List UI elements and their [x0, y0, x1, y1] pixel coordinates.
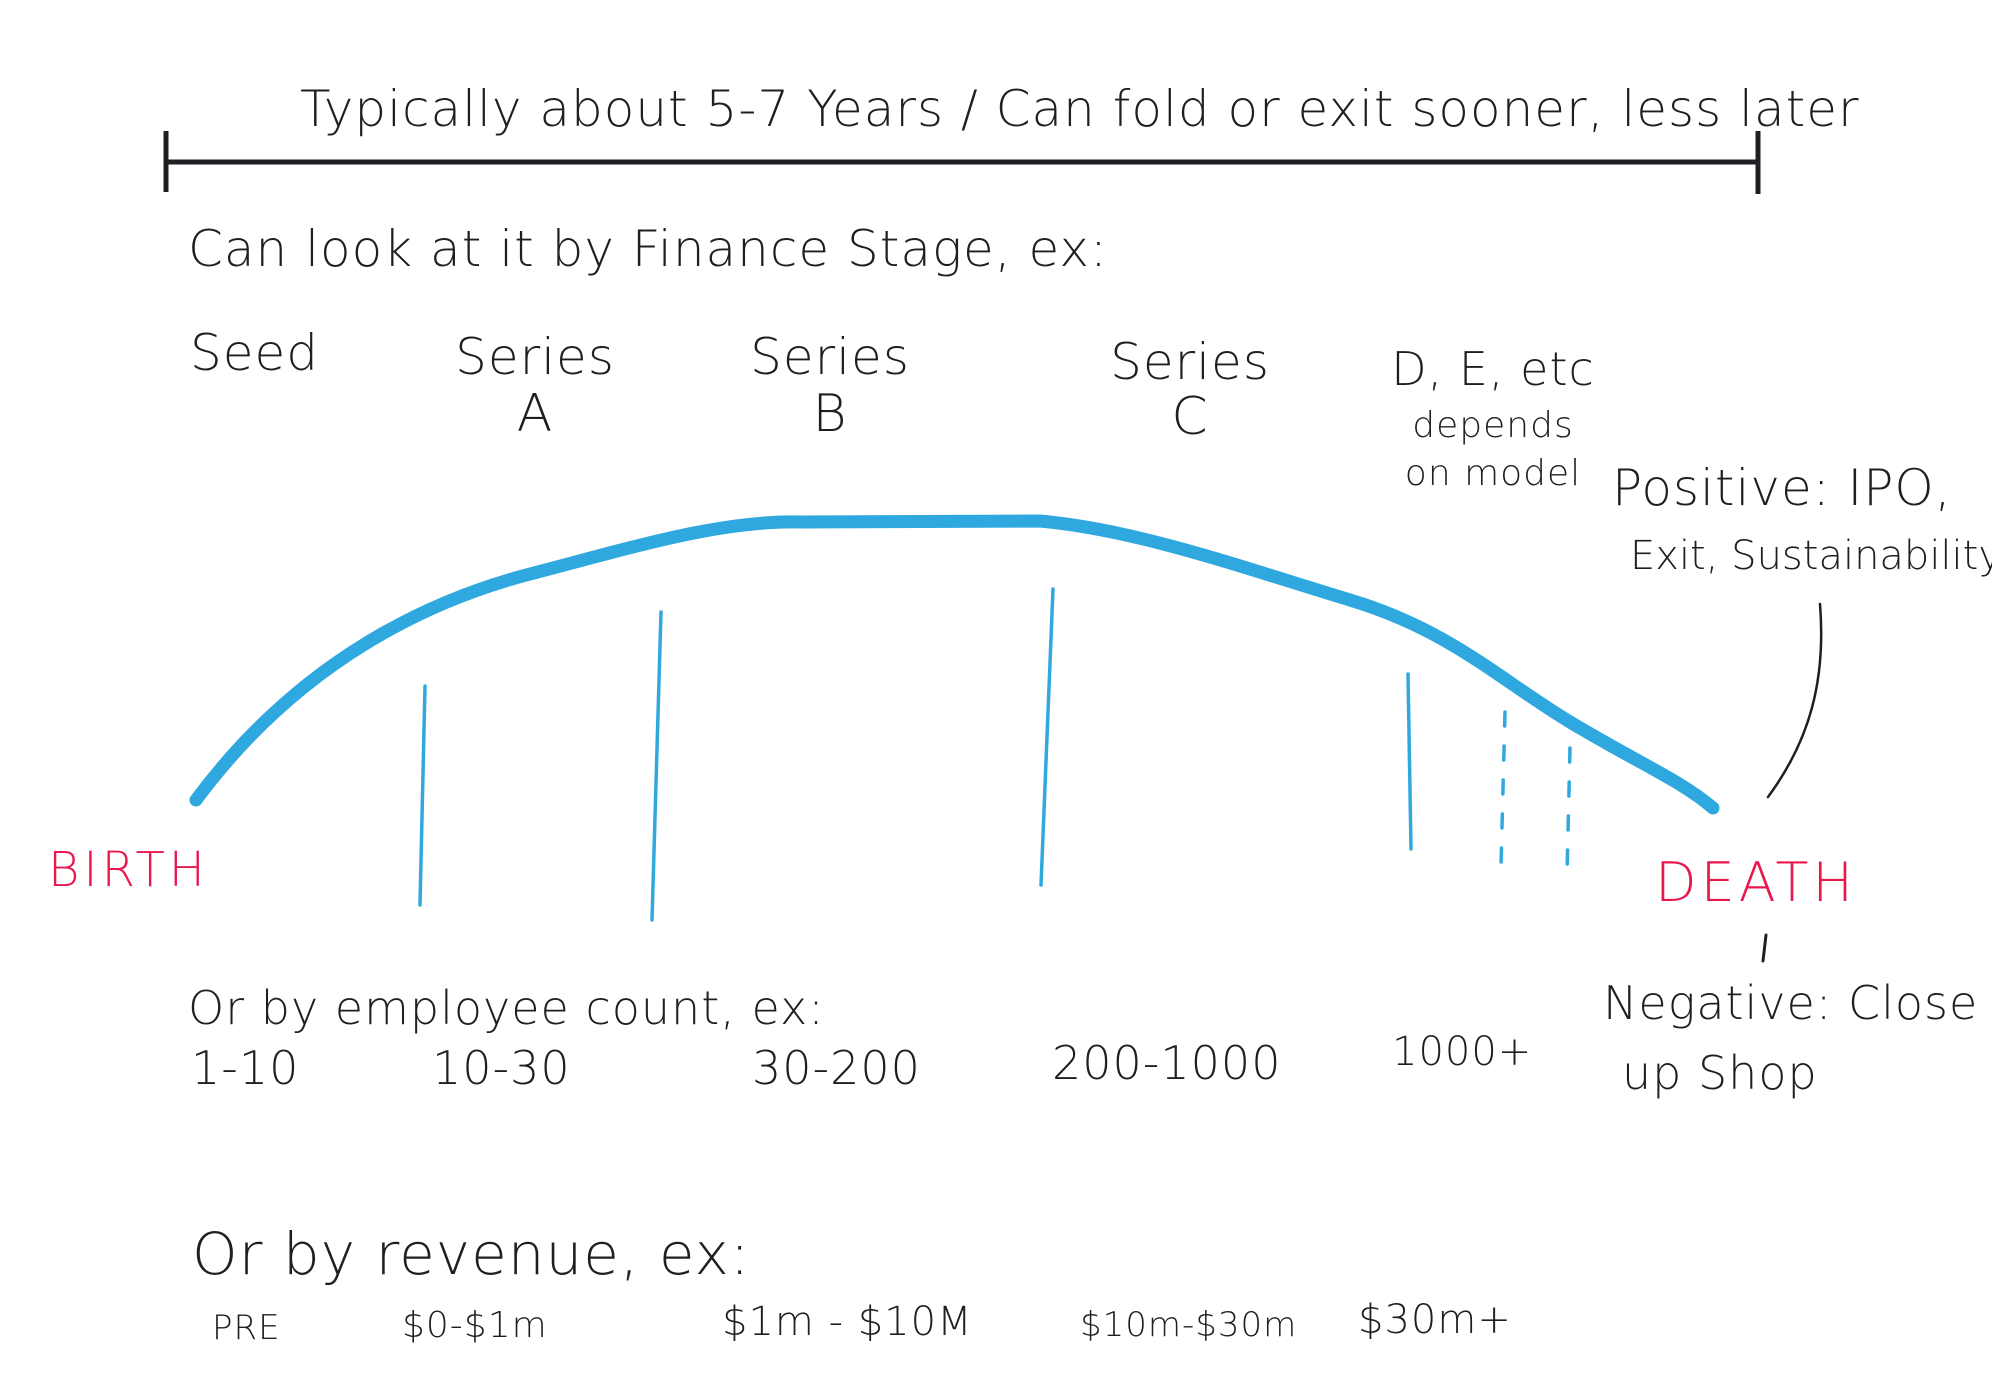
stage-series-c-label: Series C [1105, 337, 1275, 443]
stage-series-b-label: Series B [745, 332, 915, 440]
lifecycle-curve [189, 514, 1720, 815]
employee-range-5: 1000+ [1392, 1029, 1533, 1075]
revenue-range-2: $0-$1m [402, 1305, 548, 1346]
stage-series-c-line2: C [1171, 387, 1209, 447]
stage-divider-b-c [1039, 587, 1055, 887]
stage-divider-dashed-2 [1565, 746, 1572, 877]
stage-later-label: D, E, etc depends on model [1378, 346, 1608, 492]
positive-outcome-line1: Positive: IPO, [1612, 459, 1952, 517]
positive-outcome-line2: Exit, Sustainability [1630, 533, 1992, 579]
negative-outcome-line2: up Shop [1622, 1046, 1818, 1100]
employee-range-2: 10-30 [432, 1041, 571, 1095]
stage-series-c-line1: Series [1110, 333, 1270, 391]
stage-later-line2: depends [1412, 405, 1574, 446]
birth-label: BIRTH [48, 842, 209, 898]
timeline-duration-label: Typically about 5-7 Years / Can fold or … [300, 80, 1860, 138]
stage-divider-c-d [1406, 672, 1413, 851]
revenue-heading: Or by revenue, ex: [192, 1220, 751, 1288]
stage-divider-seed-a [418, 684, 427, 907]
stage-series-b-line2: B [812, 384, 848, 444]
negative-outcome-pointer [1761, 933, 1768, 963]
revenue-range-3: $1m - $10M [722, 1299, 973, 1345]
revenue-range-5: $30m+ [1358, 1297, 1512, 1343]
stage-series-a-label: Series A [450, 332, 620, 440]
negative-outcome-line1: Negative: Close [1603, 976, 1979, 1030]
employee-range-1: 1-10 [191, 1041, 300, 1095]
revenue-range-4: $10m-$30m [1080, 1305, 1298, 1345]
stage-series-a-line2: A [516, 384, 554, 444]
revenue-range-1: PRE [212, 1308, 281, 1348]
stage-later-line1: D, E, etc [1391, 342, 1595, 396]
stage-series-b-line1: Series [750, 328, 910, 386]
finance-heading: Can look at it by Finance Stage, ex: [188, 220, 1108, 278]
stage-divider-dashed-1 [1499, 710, 1507, 868]
employee-heading: Or by employee count, ex: [188, 981, 825, 1035]
stage-divider-a-b [650, 610, 663, 922]
stage-series-a-line1: Series [455, 328, 615, 386]
stage-later-line3: on model [1404, 453, 1582, 494]
stage-seed-label: Seed [190, 324, 319, 382]
employee-range-3: 30-200 [752, 1041, 921, 1095]
employee-range-4: 200-1000 [1052, 1036, 1282, 1090]
death-label: DEATH [1655, 851, 1858, 914]
positive-outcome-pointer [1766, 602, 1823, 799]
